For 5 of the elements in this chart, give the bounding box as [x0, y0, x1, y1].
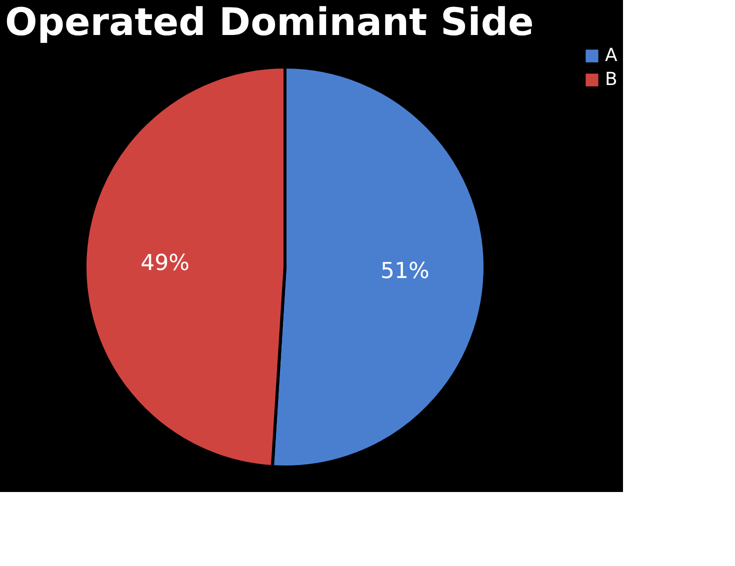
- data-label: 49%: [140, 251, 190, 276]
- legend-label: B: [605, 69, 618, 90]
- legend-label: A: [605, 45, 618, 66]
- data-label: 51%: [380, 258, 430, 284]
- chart-title: Operated Dominant Side: [5, 0, 534, 44]
